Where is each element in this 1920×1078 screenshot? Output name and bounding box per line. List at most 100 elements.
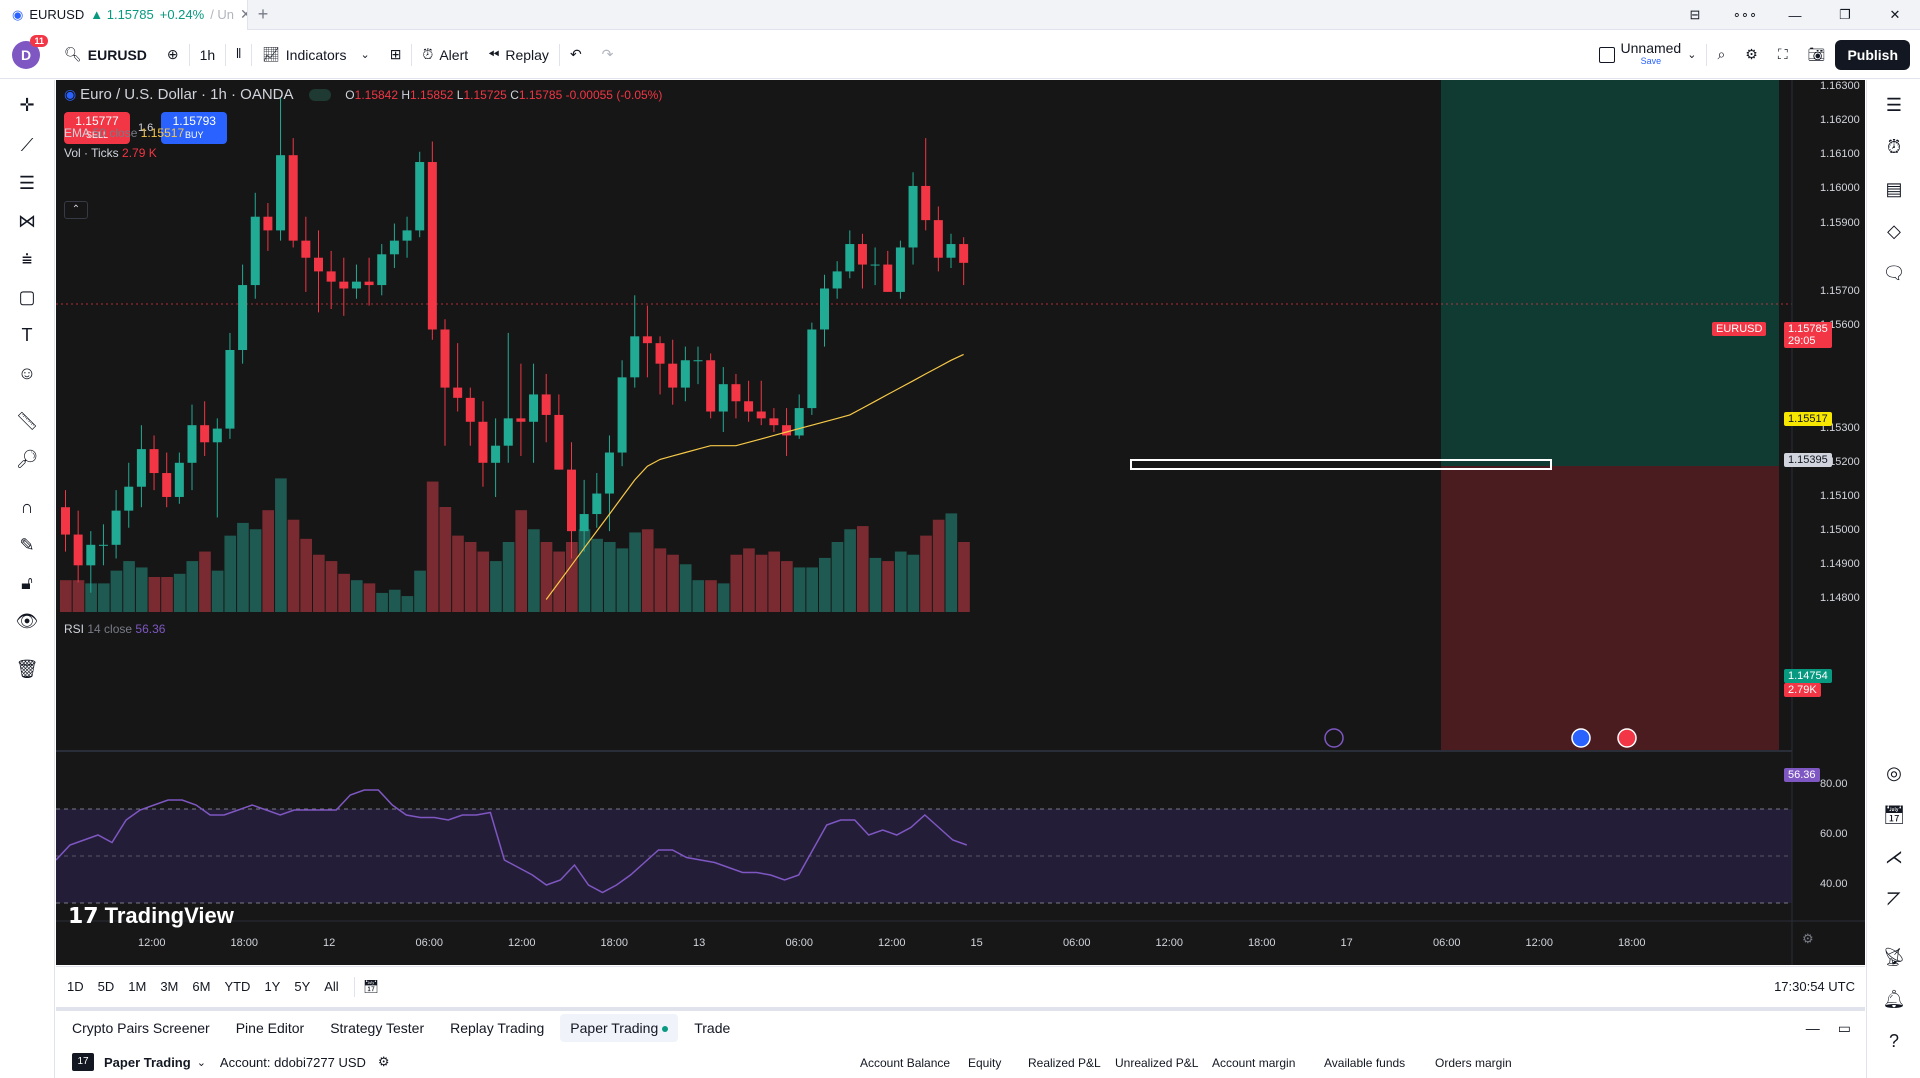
- tab-pine-editor[interactable]: Pine Editor: [235, 1020, 305, 1036]
- text-icon[interactable]: T: [21, 324, 33, 345]
- chat-icon[interactable]: 🗨︎: [1882, 262, 1906, 283]
- ema-legend[interactable]: EMA 50 close 1.15517: [64, 126, 184, 140]
- snapshot-button[interactable]: 📷︎: [1798, 38, 1836, 72]
- minimize-button[interactable]: —: [1788, 7, 1802, 23]
- emoji-icon[interactable]: ☺: [17, 362, 37, 383]
- tab-trade[interactable]: Trade: [694, 1020, 731, 1036]
- more-icon[interactable]: ∘∘∘: [1732, 7, 1758, 22]
- calendar-icon[interactable]: 📅︎: [1882, 804, 1906, 825]
- settings-button[interactable]: ⚙: [1735, 38, 1768, 72]
- new-tab-button[interactable]: +: [257, 4, 269, 24]
- redo-button[interactable]: ↷: [592, 38, 624, 72]
- chart-type-button[interactable]: 𝍪: [226, 38, 251, 72]
- trendline-icon[interactable]: ⟋: [20, 134, 34, 155]
- lock-icon[interactable]: 🔓︎: [21, 572, 33, 593]
- quick-search-button[interactable]: ⌕: [1707, 38, 1735, 72]
- volume-bar: [819, 557, 831, 612]
- position-entry-box[interactable]: [1130, 459, 1552, 470]
- volume-legend[interactable]: Vol · Ticks 2.79 K: [64, 146, 157, 160]
- candle: [529, 363, 539, 463]
- symbol-search[interactable]: 🔍︎ EURUSD: [54, 38, 157, 72]
- ideas-icon[interactable]: ⋌: [1885, 846, 1903, 867]
- range-5y[interactable]: 5Y: [294, 979, 311, 994]
- range-3m[interactable]: 3M: [160, 979, 179, 994]
- shapes-icon[interactable]: ▢: [18, 286, 36, 307]
- pattern-icon[interactable]: ⋈: [18, 210, 36, 231]
- tab-strategy-tester[interactable]: Strategy Tester: [330, 1020, 425, 1036]
- account-label[interactable]: Account: ddobi7277 USD: [219, 1054, 366, 1070]
- fullscreen-button[interactable]: ⛶: [1768, 38, 1798, 72]
- avatar[interactable]: D 11: [12, 34, 48, 69]
- minimize-panel-icon[interactable]: —: [1805, 1020, 1820, 1036]
- rsi-legend[interactable]: RSI 14 close 56.36: [64, 622, 165, 636]
- maximize-button[interactable]: ❐: [1839, 7, 1851, 22]
- ruler-icon[interactable]: 📏︎: [15, 410, 39, 431]
- buy-button[interactable]: 1.15793 BUY: [161, 112, 228, 144]
- high-value: 1.15852: [410, 88, 454, 102]
- undo-button[interactable]: ↶: [560, 38, 592, 72]
- gear-icon: ⚙: [1745, 46, 1758, 62]
- range-1d[interactable]: 1D: [67, 979, 84, 994]
- utc-clock[interactable]: 17:30:54 UTC: [1774, 979, 1855, 994]
- alarm-clock-icon[interactable]: ⏰︎: [1886, 136, 1902, 157]
- watchlist-icon[interactable]: ☰: [1885, 94, 1903, 115]
- chart-area[interactable]: ◉ Euro / U.S. Dollar · 1h · OANDA O1.158…: [56, 80, 1865, 965]
- candle-body: [440, 329, 450, 388]
- axis-settings-icon[interactable]: ⚙: [1802, 931, 1814, 946]
- right-sidebar: ☰ ⏰︎ ▤ ◇ 🗨︎ ◎ 📅︎ ⋌ ⦢ 📡︎ 🔔︎ ?: [1866, 80, 1920, 1078]
- replay-button[interactable]: ⏪︎ Replay: [478, 38, 559, 72]
- close-tab-icon[interactable]: ✕: [240, 6, 247, 23]
- close-window-button[interactable]: ✕: [1889, 7, 1901, 22]
- layers-icon[interactable]: ◇: [1887, 220, 1901, 241]
- magnet-icon[interactable]: ∩: [20, 496, 34, 517]
- crosshair-icon[interactable]: ✛: [19, 94, 35, 115]
- zoom-icon[interactable]: 🔎︎: [15, 448, 39, 469]
- layout-name-button[interactable]: Unnamed Save ⌄: [1589, 38, 1707, 72]
- indicators-button[interactable]: 📈︎ Indicators ⌄: [252, 38, 380, 72]
- sell-button[interactable]: 1.15777 SELL: [64, 112, 130, 144]
- lightning-event-icon[interactable]: [1324, 728, 1344, 748]
- eye-icon[interactable]: 👁︎: [15, 610, 39, 631]
- fib-icon[interactable]: ☰: [18, 172, 36, 193]
- lock-drawing-icon[interactable]: ✎: [19, 534, 35, 555]
- templates-button[interactable]: ⊞: [380, 38, 412, 72]
- candle-body: [668, 363, 678, 388]
- forecast-icon[interactable]: ⩧: [21, 248, 33, 269]
- candle: [402, 216, 412, 258]
- tab-paper-trading[interactable]: Paper Trading: [560, 1014, 679, 1042]
- maximize-panel-icon[interactable]: ▭: [1837, 1019, 1851, 1036]
- take-profit-zone[interactable]: [1441, 80, 1779, 466]
- broker-name[interactable]: Paper Trading: [104, 1054, 191, 1070]
- publish-button[interactable]: Publish: [1835, 39, 1910, 70]
- tab-replay-trading[interactable]: Replay Trading: [450, 1020, 545, 1036]
- alert-button[interactable]: ⏰︎ Alert: [412, 38, 478, 72]
- trash-icon[interactable]: 🗑︎: [15, 658, 39, 679]
- help-icon[interactable]: ?: [1888, 1030, 1899, 1051]
- tab-crypto-screener[interactable]: Crypto Pairs Screener: [72, 1020, 210, 1036]
- range-1m[interactable]: 1M: [128, 979, 147, 994]
- goto-date-icon[interactable]: 📅︎: [362, 978, 380, 994]
- range-all[interactable]: All: [324, 979, 339, 994]
- range-1y[interactable]: 1Y: [264, 979, 281, 994]
- layout-icon[interactable]: ⊟: [1689, 7, 1701, 22]
- compare-button[interactable]: ⊕: [157, 38, 189, 72]
- stop-loss-zone[interactable]: [1441, 466, 1779, 752]
- target-icon[interactable]: ◎: [1886, 762, 1902, 783]
- candle: [946, 233, 956, 268]
- chart-legend[interactable]: ◉ Euro / U.S. Dollar · 1h · OANDA O1.158…: [64, 86, 662, 103]
- account-settings-icon[interactable]: ⚙: [377, 1054, 390, 1069]
- interval-button[interactable]: 1h: [190, 38, 226, 72]
- bell-icon[interactable]: 🔔︎: [1882, 988, 1906, 1009]
- broadcast-icon[interactable]: 📡︎: [1882, 946, 1906, 967]
- collapse-legend-button[interactable]: ⌃: [64, 201, 88, 219]
- object-tree-icon[interactable]: ▤: [1885, 178, 1903, 199]
- range-6m[interactable]: 6M: [192, 979, 211, 994]
- streams-icon[interactable]: ⦢: [1887, 888, 1901, 909]
- browser-tab[interactable]: ◉ EURUSD ▲ 1.15785 +0.24% / Un ✕: [0, 0, 248, 30]
- window-titlebar: ◉ EURUSD ▲ 1.15785 +0.24% / Un ✕ + ⊟ ∘∘∘…: [0, 0, 1920, 30]
- range-5d[interactable]: 5D: [97, 979, 115, 994]
- eu-event-icon[interactable]: [1571, 728, 1591, 748]
- chart-canvas[interactable]: [56, 80, 1865, 965]
- range-ytd[interactable]: YTD: [224, 979, 251, 994]
- us-event-icon[interactable]: [1617, 728, 1637, 748]
